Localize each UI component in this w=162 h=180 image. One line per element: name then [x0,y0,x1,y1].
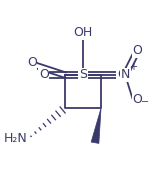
Text: N: N [121,68,130,81]
Text: H₂N: H₂N [3,132,27,145]
Text: S: S [79,68,87,81]
Text: O: O [132,93,142,105]
Text: O: O [39,68,49,81]
Text: O: O [117,68,127,81]
Text: −: − [141,97,149,107]
Polygon shape [91,108,101,143]
Text: O: O [132,44,142,57]
Text: +: + [129,62,137,72]
Text: O: O [27,56,37,69]
Text: OH: OH [73,26,93,39]
